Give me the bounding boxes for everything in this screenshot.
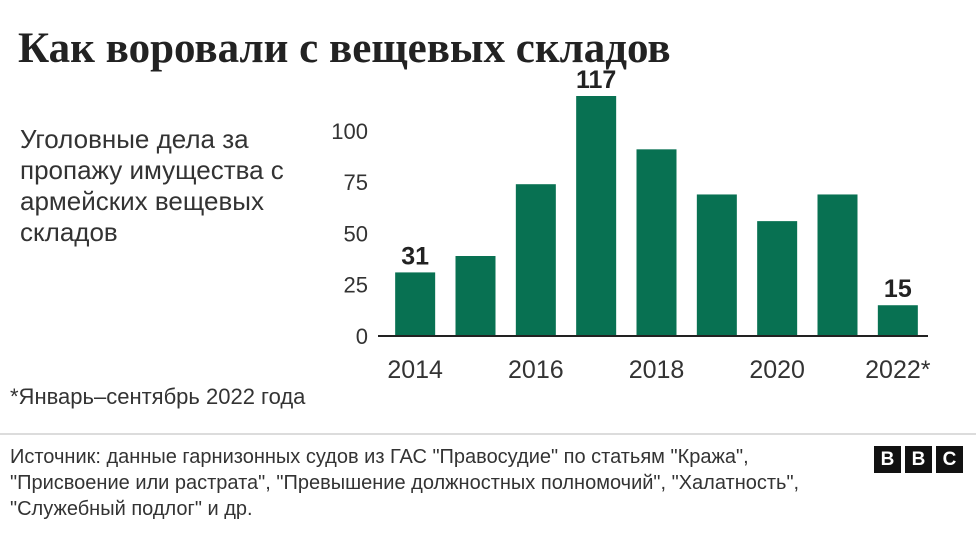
bar bbox=[515, 184, 556, 336]
bbc-logo-block: B bbox=[905, 446, 932, 473]
y-tick-label: 25 bbox=[344, 273, 368, 298]
bar bbox=[455, 256, 496, 336]
x-tick-label: 2022* bbox=[865, 356, 931, 384]
y-tick-label: 0 bbox=[356, 324, 368, 349]
x-tick-label: 2016 bbox=[508, 356, 564, 384]
bar bbox=[395, 272, 436, 336]
bar bbox=[636, 149, 677, 336]
y-tick-label: 75 bbox=[344, 170, 368, 195]
x-tick-label: 2018 bbox=[629, 356, 685, 384]
bbc-logo-block: C bbox=[936, 446, 963, 473]
chart-title: Как воровали с вещевых складов bbox=[18, 25, 671, 72]
data-label: 31 bbox=[401, 242, 429, 270]
x-tick-label: 2020 bbox=[749, 356, 805, 384]
source-note: Источник: данные гарнизонных судов из ГА… bbox=[10, 446, 800, 520]
x-tick-label: 2014 bbox=[387, 356, 443, 384]
data-label: 117 bbox=[576, 66, 616, 94]
y-tick-label: 50 bbox=[344, 221, 368, 246]
bar bbox=[877, 305, 918, 336]
bbc-logo: B B C bbox=[874, 446, 963, 473]
divider bbox=[0, 433, 976, 435]
bar bbox=[757, 221, 798, 336]
data-label: 15 bbox=[884, 275, 912, 303]
bar bbox=[696, 194, 737, 336]
chart-subtitle: Уголовные дела за пропажу имущества с ар… bbox=[20, 124, 284, 247]
y-tick-label: 100 bbox=[331, 119, 368, 144]
bar-chart: 0 25 50 75 100 2014 31 2016 117 2018 2020 2022* 15 bbox=[331, 66, 931, 384]
bar bbox=[576, 96, 617, 336]
footnote: *Январь–сентябрь 2022 года bbox=[10, 384, 306, 409]
bbc-logo-block: B bbox=[874, 446, 901, 473]
bar bbox=[817, 194, 858, 336]
